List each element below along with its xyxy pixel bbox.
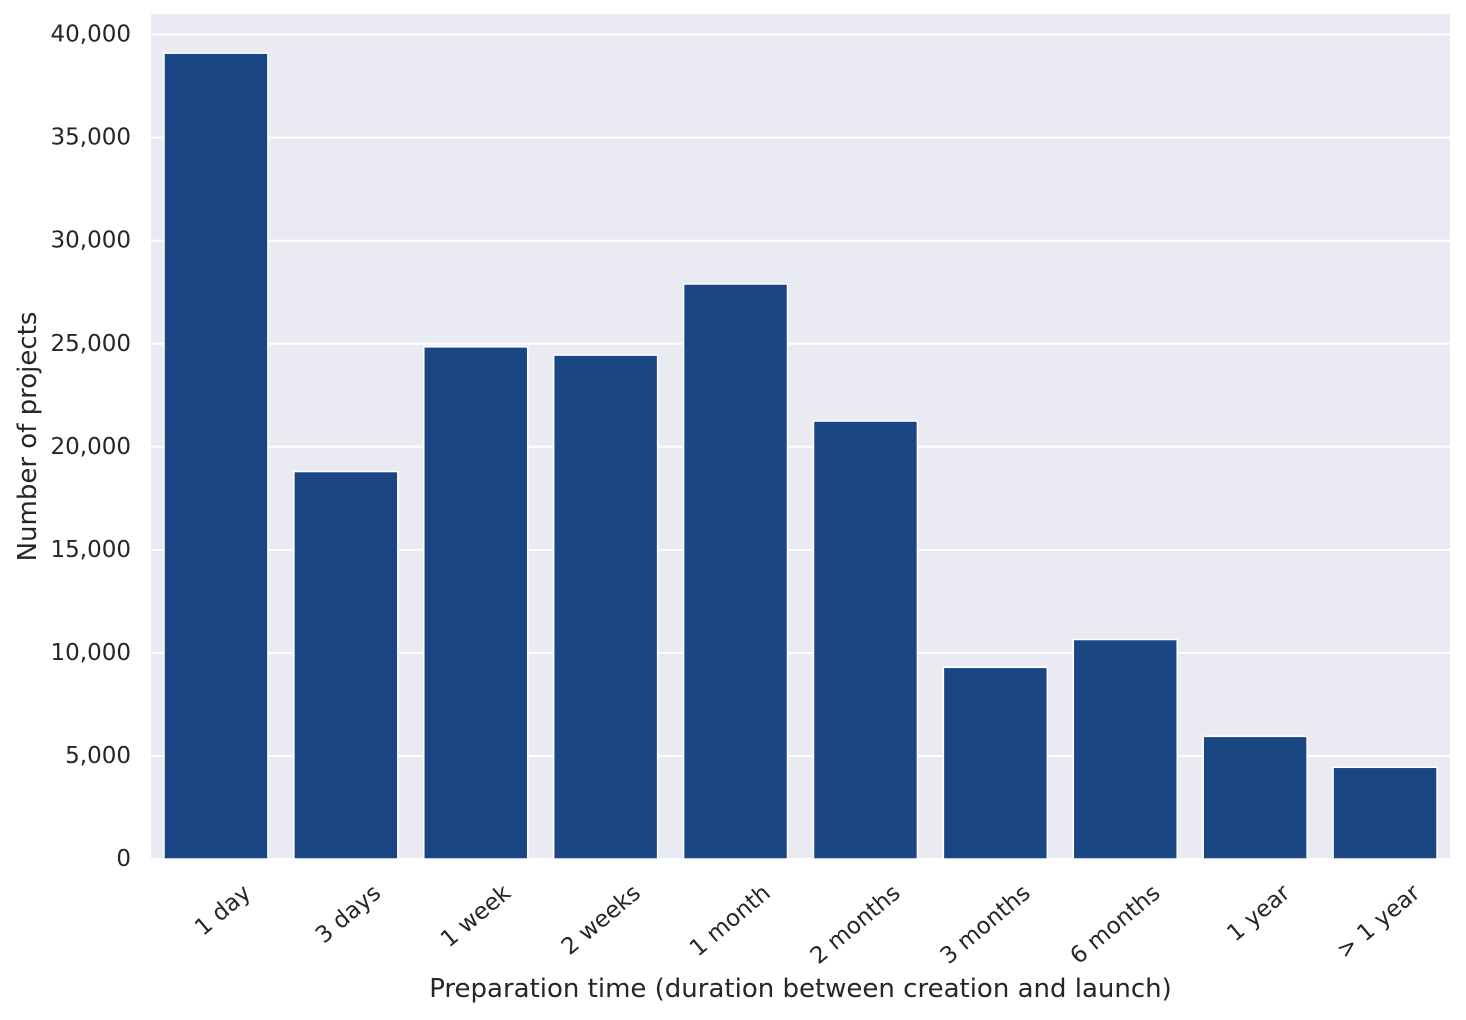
y-tick-label: 15,000 [51,537,131,563]
bar [163,52,269,860]
x-tick-label: 2 months [806,880,906,970]
y-axis-label: Number of projects [13,312,43,562]
x-tick-label: 3 days [311,880,386,949]
bar [423,346,529,860]
bar [682,283,789,860]
x-tick-label: 6 months [1066,880,1166,970]
bar [1202,735,1308,860]
bar [812,420,919,860]
bar [1332,766,1438,860]
y-tick-label: 20,000 [51,434,131,460]
y-tick-label: 0 [116,846,131,872]
y-tick-label: 30,000 [51,228,131,254]
bar [293,470,399,860]
bar [1072,638,1178,860]
y-tick-labels: 0 5,000 10,000 15,000 20,000 25,000 30,000 35,0… [51,22,131,872]
x-axis-label: Preparation time (duration between creat… [429,974,1172,1004]
x-tick-label: 2 weeks [557,880,646,961]
y-tick-label: 35,000 [51,125,131,151]
bar [942,666,1049,860]
y-tick-label: 5,000 [65,743,131,769]
y-tick-label: 10,000 [51,640,131,666]
x-tick-label: 1 year [1222,880,1295,947]
bars [163,52,1438,860]
y-tick-label: 25,000 [51,331,131,357]
bar [552,354,659,860]
x-tick-label: > 1 year [1332,880,1426,964]
x-tick-label: 3 months [936,880,1036,970]
x-tick-label: 1 month [685,880,776,962]
x-tick-label: 1 week [436,880,516,953]
x-tick-label: 1 day [190,880,256,941]
y-tick-label: 40,000 [51,22,131,48]
x-tick-labels: 1 day 3 days 1 week 2 weeks 1 month 2 months 3… [190,880,1425,970]
